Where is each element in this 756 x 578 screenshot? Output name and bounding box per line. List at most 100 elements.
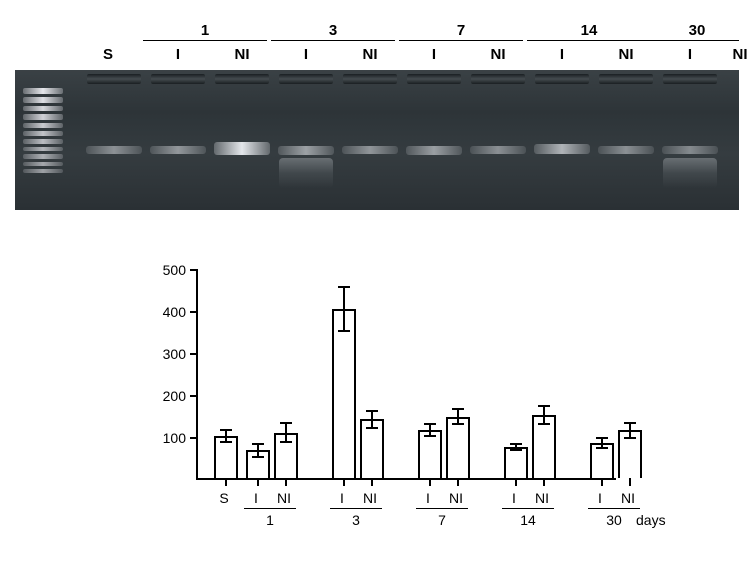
- error-cap: [252, 443, 264, 445]
- gel-image: [15, 70, 739, 210]
- x-group-label: 3: [342, 512, 370, 528]
- error-cap: [280, 441, 292, 443]
- y-tick-label: 200: [163, 388, 186, 404]
- gel-band: [278, 146, 334, 155]
- error-cap: [624, 422, 636, 424]
- error-bar: [371, 411, 373, 428]
- x-group-line: [502, 508, 554, 509]
- error-cap: [510, 449, 522, 451]
- ladder-band: [23, 123, 63, 128]
- gel-well: [215, 74, 269, 84]
- gel-band: [86, 146, 142, 154]
- timepoint-label: 1: [190, 22, 220, 39]
- y-tick-label: 300: [163, 346, 186, 362]
- ladder-band: [23, 162, 63, 166]
- gel-band: [470, 146, 526, 154]
- gel-well: [663, 74, 717, 84]
- x-tick: [343, 478, 345, 486]
- gel-well: [407, 74, 461, 84]
- error-bar: [285, 423, 287, 441]
- error-cap: [220, 429, 232, 431]
- error-bar: [343, 287, 345, 331]
- x-tick: [515, 478, 517, 486]
- ladder-band: [23, 97, 63, 103]
- x-bar-label: I: [330, 490, 354, 506]
- gel-well: [535, 74, 589, 84]
- lane-label: NI: [483, 46, 513, 63]
- error-cap: [366, 410, 378, 412]
- ladder-band: [23, 139, 63, 144]
- x-group-line: [416, 508, 468, 509]
- gel-band: [662, 146, 718, 154]
- error-cap: [452, 423, 464, 425]
- gel-band: [342, 146, 398, 154]
- y-tick-label: 100: [163, 430, 186, 446]
- x-bar-label: I: [588, 490, 612, 506]
- error-cap: [596, 437, 608, 439]
- error-cap: [424, 423, 436, 425]
- x-tick: [285, 478, 287, 486]
- error-bar: [629, 423, 631, 438]
- plot-area: 100200300400500: [196, 270, 616, 480]
- error-cap: [596, 447, 608, 449]
- lane-label-control: S: [103, 46, 113, 63]
- y-tick: [190, 269, 198, 271]
- chart-bar: [504, 447, 528, 478]
- ladder-band: [23, 88, 63, 94]
- gel-smear: [663, 158, 717, 188]
- timepoint-line: [651, 40, 739, 41]
- gel-well: [343, 74, 397, 84]
- ladder-band: [23, 131, 63, 136]
- timepoint-line: [399, 40, 523, 41]
- chart-bar: [332, 309, 356, 478]
- timepoint-line: [527, 40, 651, 41]
- error-cap: [252, 456, 264, 458]
- gel-band: [598, 146, 654, 154]
- x-bar-label: I: [244, 490, 268, 506]
- y-tick: [190, 437, 198, 439]
- ladder-band: [23, 154, 63, 158]
- x-tick: [225, 478, 227, 486]
- x-bar-label: NI: [272, 490, 296, 506]
- y-tick: [190, 353, 198, 355]
- x-tick: [457, 478, 459, 486]
- error-bar: [257, 444, 259, 457]
- gel-well: [279, 74, 333, 84]
- error-cap: [452, 408, 464, 410]
- gel-band: [214, 142, 270, 155]
- gel-band: [406, 146, 462, 155]
- lane-label: NI: [725, 46, 755, 63]
- x-group-label: 14: [514, 512, 542, 528]
- x-group-line: [330, 508, 382, 509]
- x-group-label: 1: [256, 512, 284, 528]
- x-group-line: [588, 508, 640, 509]
- ladder-band: [23, 147, 63, 152]
- error-bar: [457, 409, 459, 424]
- x-tick: [629, 478, 631, 486]
- x-bar-label: I: [502, 490, 526, 506]
- bar-chart: IGF-I mRNA expression (% of the control)…: [100, 260, 660, 560]
- y-tick-label: 500: [163, 262, 186, 278]
- timepoint-line: [271, 40, 395, 41]
- ladder-band: [23, 114, 63, 119]
- lane-label: NI: [355, 46, 385, 63]
- lane-label: I: [291, 46, 321, 63]
- x-tick: [371, 478, 373, 486]
- lane-label: I: [163, 46, 193, 63]
- x-group-label: 7: [428, 512, 456, 528]
- error-cap: [338, 286, 350, 288]
- chart-bar: [446, 417, 470, 478]
- error-cap: [338, 330, 350, 332]
- lane-label: NI: [227, 46, 257, 63]
- error-bar: [543, 406, 545, 424]
- gel-well: [599, 74, 653, 84]
- gel-ladder: [23, 88, 63, 188]
- x-tick: [257, 478, 259, 486]
- timepoint-label: 7: [446, 22, 476, 39]
- x-bar-label: S: [212, 490, 236, 506]
- x-bar-label: NI: [530, 490, 554, 506]
- y-tick-label: 400: [163, 304, 186, 320]
- error-cap: [366, 427, 378, 429]
- x-group-line: [244, 508, 296, 509]
- lane-label: I: [547, 46, 577, 63]
